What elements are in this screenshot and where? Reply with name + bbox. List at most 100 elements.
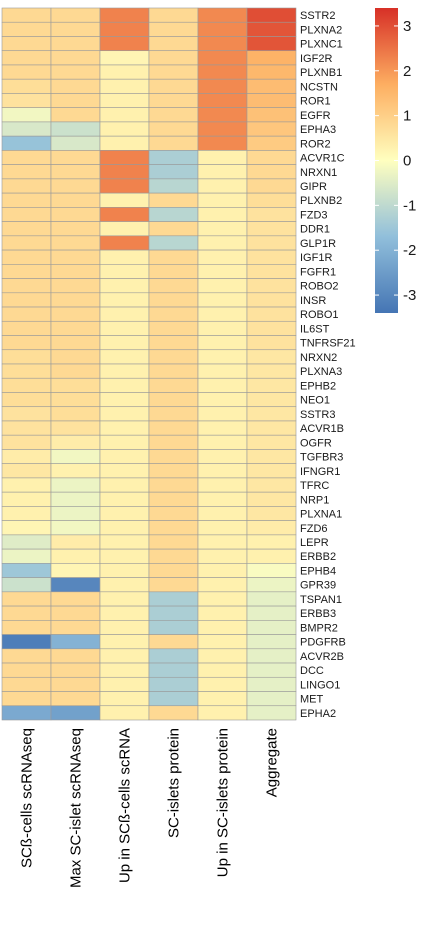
- heatmap-cell: [1, 320, 52, 336]
- heatmap-cell: [148, 363, 199, 379]
- heatmap-cell: [197, 192, 248, 208]
- heatmap-cell: [1, 235, 52, 251]
- legend-tick-label: 3: [403, 18, 411, 35]
- heatmap-cell: [99, 7, 150, 23]
- row-label: ACVR2B: [300, 651, 344, 663]
- heatmap-cell: [99, 648, 150, 664]
- heatmap-cell: [1, 563, 52, 578]
- heatmap-cell: [148, 335, 199, 351]
- heatmap-cell: [246, 306, 297, 322]
- heatmap-cell: [246, 463, 297, 479]
- heatmap-cell: [99, 434, 150, 450]
- heatmap-cell: [246, 634, 297, 650]
- heatmap-cell: [246, 449, 297, 464]
- heatmap-cell: [1, 264, 52, 279]
- heatmap-cell: [246, 434, 297, 450]
- row-label: ACVR1C: [300, 153, 345, 165]
- heatmap-cell: [50, 534, 101, 550]
- heatmap-cell: [148, 477, 199, 493]
- heatmap-cell: [246, 506, 297, 521]
- row-label: SSTR2: [300, 10, 335, 22]
- heatmap-cell: [148, 7, 199, 23]
- heatmap-cell: [1, 420, 52, 436]
- heatmap-cell: [197, 648, 248, 664]
- heatmap-cell: [50, 548, 101, 564]
- row-label: SSTR3: [300, 409, 335, 421]
- row-label: EPHB2: [300, 380, 336, 392]
- heatmap-cell: [197, 335, 248, 351]
- heatmap-cell: [1, 434, 52, 450]
- heatmap-cell: [197, 78, 248, 94]
- heatmap-cell: [50, 235, 101, 251]
- heatmap-cell: [1, 164, 52, 180]
- heatmap-cell: [246, 21, 297, 37]
- heatmap-cell: [148, 648, 199, 664]
- heatmap-cell: [197, 392, 248, 408]
- heatmap-cell: [99, 591, 150, 607]
- heatmap-cell: [99, 150, 150, 165]
- heatmap-cell: [99, 491, 150, 507]
- row-label: TGFBR3: [300, 452, 343, 464]
- heatmap-cell: [1, 662, 52, 678]
- heatmap-cell: [1, 21, 52, 37]
- heatmap-cell: [99, 264, 150, 279]
- heatmap-cell: [148, 36, 199, 52]
- heatmap-cell: [50, 135, 101, 151]
- heatmap-cell: [197, 377, 248, 393]
- heatmap-cell: [50, 434, 101, 450]
- heatmap-cell: [99, 349, 150, 365]
- heatmap-cell: [1, 335, 52, 351]
- heatmap-cell: [148, 150, 199, 165]
- row-label: PLXNA2: [300, 24, 342, 36]
- heatmap-cell: [246, 534, 297, 550]
- row-label: DDR1: [300, 224, 330, 236]
- heatmap-cell: [246, 691, 297, 707]
- heatmap-cell: [1, 377, 52, 393]
- row-label: GPR39: [300, 580, 336, 592]
- heatmap-cell: [99, 164, 150, 180]
- row-label: IFNGR1: [300, 466, 340, 478]
- heatmap-cell: [1, 705, 52, 721]
- row-label: BMPR2: [300, 622, 338, 634]
- heatmap-cell: [197, 434, 248, 450]
- row-label: NCSTN: [300, 81, 338, 93]
- legend-tick-label: -2: [403, 242, 416, 259]
- heatmap-cell: [50, 477, 101, 493]
- heatmap-cell: [99, 705, 150, 721]
- row-label: NEO1: [300, 395, 330, 407]
- heatmap-cell: [246, 662, 297, 678]
- heatmap-cell: [148, 577, 199, 593]
- heatmap-cell: [148, 377, 199, 393]
- row-label: PLXNA1: [300, 509, 342, 521]
- heatmap-cell: [50, 705, 101, 721]
- heatmap-cell: [246, 150, 297, 165]
- heatmap-cell: [50, 178, 101, 194]
- row-label: FZD6: [300, 523, 328, 535]
- row-label: PLXNA3: [300, 366, 342, 378]
- heatmap-cell: [1, 577, 52, 593]
- heatmap-cell: [50, 634, 101, 650]
- heatmap-cell: [50, 620, 101, 635]
- heatmap-cell: [197, 662, 248, 678]
- row-label: FGFR1: [300, 266, 336, 278]
- row-label: TNFRSF21: [300, 338, 356, 350]
- heatmap-cell: [197, 50, 248, 66]
- heatmap-cell: [99, 249, 150, 265]
- heatmap-cell: [99, 377, 150, 393]
- heatmap-cell: [197, 534, 248, 550]
- heatmap-cell: [197, 264, 248, 279]
- heatmap-cell: [148, 463, 199, 479]
- heatmap-cell: [197, 491, 248, 507]
- heatmap-cell: [197, 705, 248, 721]
- row-label: ERBB3: [300, 608, 336, 620]
- heatmap-cell: [197, 121, 248, 137]
- heatmap-cell: [148, 548, 199, 564]
- heatmap-cell: [197, 591, 248, 607]
- heatmap-cell: [197, 164, 248, 180]
- row-label: NRXN1: [300, 167, 337, 179]
- heatmap-cell: [99, 221, 150, 237]
- row-label: ROBO2: [300, 281, 339, 293]
- color-legend: 3 2 1 0 -1 -2 -3: [375, 8, 416, 313]
- heatmap-cell: [1, 520, 52, 536]
- heatmap-cell: [50, 420, 101, 436]
